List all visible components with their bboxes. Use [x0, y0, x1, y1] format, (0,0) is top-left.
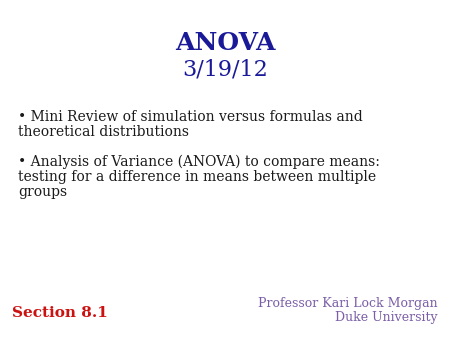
Text: ANOVA: ANOVA — [175, 31, 275, 55]
Text: Section 8.1: Section 8.1 — [12, 306, 108, 320]
Text: • Analysis of Variance (ANOVA) to compare means:: • Analysis of Variance (ANOVA) to compar… — [18, 155, 380, 169]
Text: Professor Kari Lock Morgan: Professor Kari Lock Morgan — [258, 297, 438, 310]
Text: groups: groups — [18, 185, 67, 199]
Text: • Mini Review of simulation versus formulas and: • Mini Review of simulation versus formu… — [18, 110, 363, 124]
Text: 3/19/12: 3/19/12 — [182, 59, 268, 81]
Text: theoretical distributions: theoretical distributions — [18, 125, 189, 139]
Text: testing for a difference in means between multiple: testing for a difference in means betwee… — [18, 170, 376, 184]
Text: Duke University: Duke University — [335, 311, 438, 324]
